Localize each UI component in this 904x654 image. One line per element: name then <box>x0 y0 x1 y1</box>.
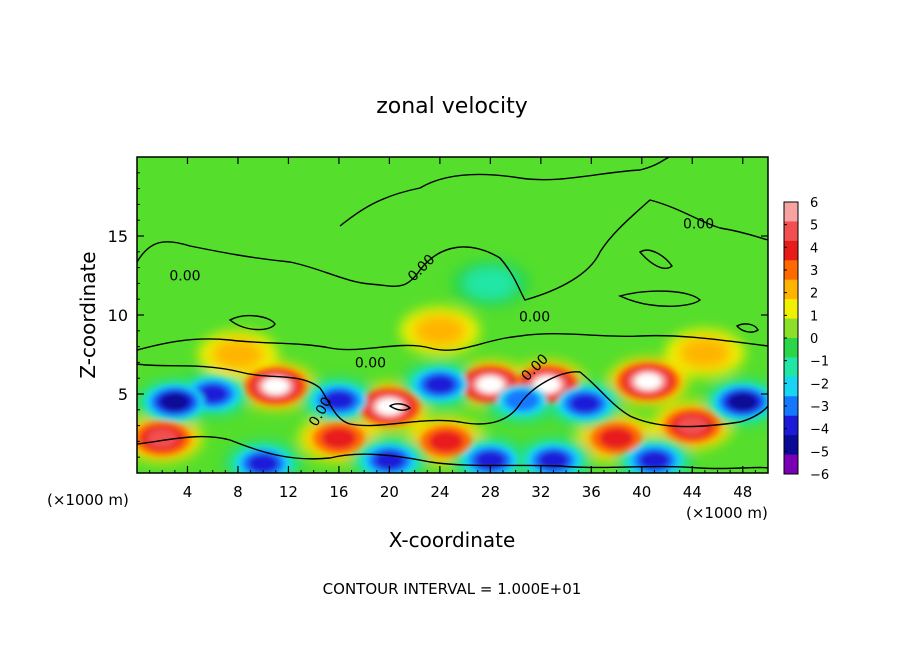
colorbar-label: −4 <box>810 423 829 438</box>
x-axis-ticks: 4 8 12 16 20 24 28 32 36 40 44 48 <box>136 157 769 501</box>
field-contour-band <box>635 373 661 390</box>
colorbar-label: −3 <box>810 400 829 415</box>
field-contour-band <box>424 375 456 394</box>
x-tick-label: 20 <box>380 483 399 501</box>
x-unit-label-right: (×1000 m) <box>686 504 768 522</box>
field-contour-band <box>323 390 355 410</box>
contour-value-label: 0.00 <box>355 355 386 371</box>
contour-line-blob-d <box>735 323 759 333</box>
contour-interval-note: CONTOUR INTERVAL = 1.000E+01 <box>323 580 582 598</box>
field-contour-band <box>321 427 357 449</box>
colorbar-swatch <box>784 318 798 339</box>
x-tick-label: 4 <box>183 483 193 501</box>
x-tick-label: 44 <box>683 483 702 501</box>
contour-line-bottom <box>137 435 768 470</box>
field-contour-band <box>463 267 517 300</box>
field-contour-band <box>413 314 467 347</box>
colorbar-swatch <box>784 415 798 436</box>
y-tick-label: 15 <box>108 227 128 246</box>
colorbar-swatch <box>784 454 798 475</box>
colorbar-label: −2 <box>810 377 829 392</box>
plot-area <box>137 157 768 473</box>
field-contour-band <box>211 338 265 371</box>
contour-line-lower <box>137 363 768 428</box>
contour-line-blob-a <box>228 314 276 331</box>
x-tick-label: 40 <box>632 483 651 501</box>
x-tick-label: 32 <box>531 483 550 501</box>
field-contour-band <box>569 394 601 413</box>
x-tick-label: 36 <box>582 483 601 501</box>
x-tick-label: 28 <box>481 483 500 501</box>
contour-value-label: 0.00 <box>683 216 714 232</box>
field-contour-band <box>376 398 403 415</box>
colorbar-label: −1 <box>810 355 829 370</box>
colorbar-label: −5 <box>810 445 829 460</box>
colorbar-label: 1 <box>810 309 818 324</box>
x-tick-label: 8 <box>233 483 243 501</box>
colorbar-label: 2 <box>810 287 818 302</box>
y-tick-label: 5 <box>118 385 128 404</box>
colorbar-swatch <box>784 357 798 378</box>
y-axis-label: Z-coordinate <box>76 251 100 378</box>
colorbar-swatch <box>784 221 798 242</box>
field-contour-band <box>428 430 464 453</box>
colorbar-label: 3 <box>810 264 818 279</box>
contour-lines <box>137 157 768 470</box>
colorbar-swatch <box>784 299 798 320</box>
contour-line-top <box>339 157 671 227</box>
colorbar-swatch <box>784 202 798 222</box>
field-contour-band <box>263 378 289 395</box>
x-tick-label: 48 <box>733 483 752 501</box>
field-contour-band <box>677 416 708 436</box>
contour-value-label: 0.00 <box>169 269 200 285</box>
colorbar-labels: 6 5 4 3 2 1 0 −1 −2 −3 −4 −5 −6 <box>784 196 829 483</box>
field-contour-band <box>639 450 670 470</box>
colorbar-label: 6 <box>810 196 818 211</box>
x-axis-label: X-coordinate <box>389 528 516 552</box>
field-contour-band <box>599 427 634 449</box>
chart-title: zonal velocity <box>376 94 528 119</box>
colorbar-swatch <box>784 396 798 417</box>
field-contour-band <box>247 454 279 473</box>
y-tick-label: 10 <box>108 306 128 325</box>
colorbar-swatch <box>784 240 798 261</box>
colorbar-swatches <box>784 202 798 475</box>
field-contour-band <box>161 393 189 411</box>
y-axis-ticks: 5 10 15 <box>108 156 768 474</box>
colorbar-swatch <box>784 338 798 358</box>
colorbar: 6 5 4 3 2 1 0 −1 −2 −3 −4 −5 −6 <box>783 196 829 483</box>
x-tick-label: 12 <box>279 483 298 501</box>
colorbar-label: 0 <box>810 332 818 347</box>
x-unit-label-left: (×1000 m) <box>47 491 129 509</box>
field-contour-band <box>534 376 560 393</box>
contour-line-blob-c <box>638 249 673 270</box>
contour-value-label: 0.00 <box>519 310 550 326</box>
x-tick-label: 24 <box>430 483 449 501</box>
field-contour-band <box>728 393 757 411</box>
colorbar-swatch <box>784 279 798 300</box>
colorbar-swatch <box>784 376 798 397</box>
field-contour-band <box>197 384 228 404</box>
field-contour-band <box>477 376 504 393</box>
colorbar-label: −6 <box>810 468 829 483</box>
field-contour-band <box>146 428 178 448</box>
colorbar-swatch <box>784 260 798 281</box>
field-contour-band <box>678 336 732 369</box>
x-tick-label: 16 <box>329 483 348 501</box>
colorbar-label: 5 <box>810 219 818 234</box>
contour-line-blob-e <box>388 403 412 411</box>
contour-line-blob-b <box>617 290 702 307</box>
contour-line-mid <box>137 333 768 351</box>
colorbar-swatch <box>784 435 798 456</box>
contour-line-upper <box>137 199 768 301</box>
colorbar-label: 4 <box>810 241 818 256</box>
